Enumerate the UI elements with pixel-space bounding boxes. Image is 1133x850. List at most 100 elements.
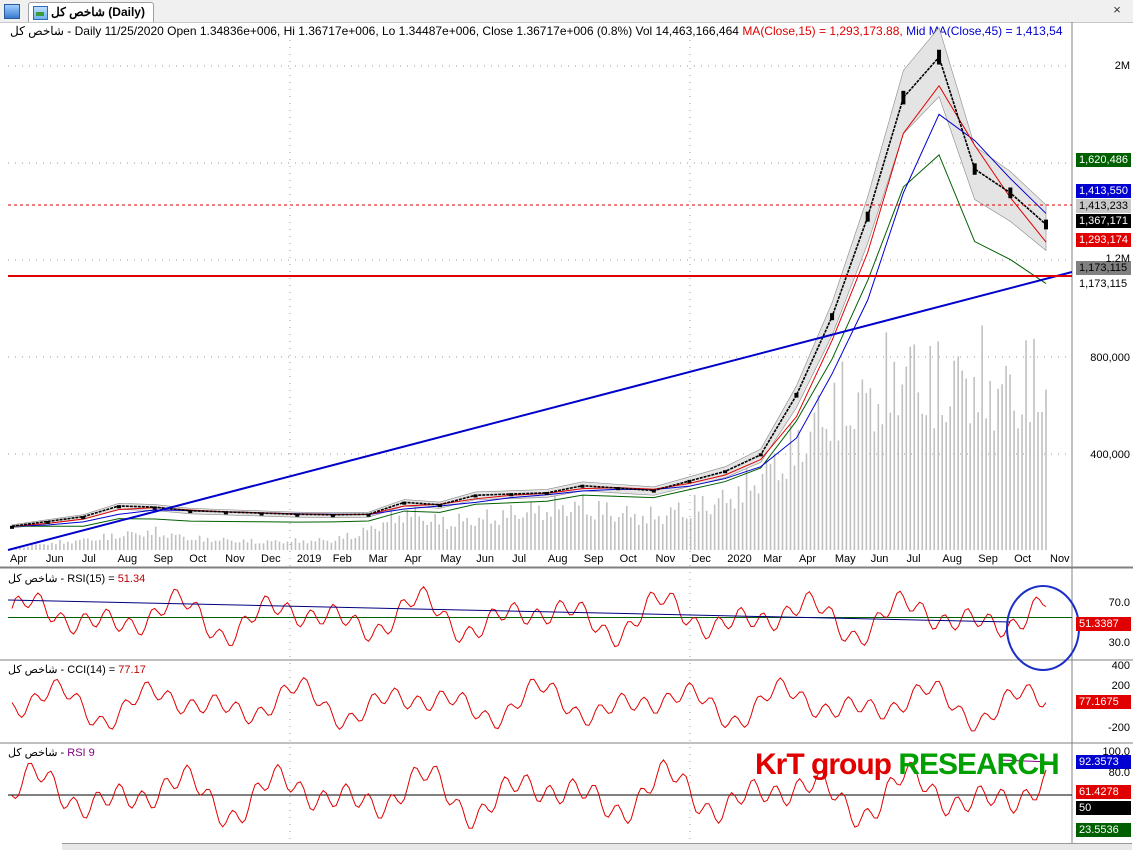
app-icon[interactable] xyxy=(4,4,20,19)
rsi9-badge: 23.5536 xyxy=(1076,823,1131,837)
price-candle xyxy=(901,90,906,105)
rsi15-y-tick: 30.0 xyxy=(1108,637,1130,649)
price-badge: 1,620,486 xyxy=(1076,153,1131,167)
x-tick-label: Dec xyxy=(691,553,711,565)
x-tick-label: Dec xyxy=(261,553,281,565)
x-tick-label: Sep xyxy=(153,553,174,565)
ma15-label: MA(Close,15) = 1,293,173.88, xyxy=(742,24,903,38)
cci-label: شاخص کل - CCI(14) = 77.17 xyxy=(8,663,146,676)
x-tick-label: 2019 xyxy=(296,553,322,565)
close-line xyxy=(11,55,1047,527)
x-tick-label: Aug xyxy=(942,553,962,565)
price-badge: 1,173,115 xyxy=(1076,261,1131,275)
x-tick-label: May xyxy=(834,553,856,565)
cci-title: شاخص کل - CCI(14) = xyxy=(8,664,119,676)
x-tick-label: Jun xyxy=(45,553,64,565)
price-badge: 1,413,550 xyxy=(1076,184,1131,198)
price-candle xyxy=(116,505,121,509)
x-tick-label: Jul xyxy=(512,553,527,565)
x-tick-label: Nov xyxy=(1050,553,1070,565)
price-candle xyxy=(865,211,870,222)
x-tick-label: 2020 xyxy=(727,553,752,565)
rsi15-badge: 51.3387 xyxy=(1076,617,1131,631)
watermark-part2: RESEARCH xyxy=(898,748,1059,781)
rsi15-title: شاخص کل - RSI(15) = xyxy=(8,573,118,585)
x-tick-label: Feb xyxy=(332,553,352,565)
highlight-circle xyxy=(1006,585,1080,671)
price-candle xyxy=(45,521,50,524)
rsi9-line xyxy=(11,759,1047,829)
x-tick-label: Sep xyxy=(978,553,998,565)
price-y-tick: 2M xyxy=(1114,60,1130,72)
rsi9-y-tick: 80.0 xyxy=(1108,767,1130,779)
x-tick-label: Mar xyxy=(368,553,388,565)
watermark: KrT group RESEARCH xyxy=(755,748,1060,782)
bollinger-band xyxy=(11,26,1047,529)
x-tick-label: Aug xyxy=(117,553,138,565)
rsi9-badge: 50 xyxy=(1076,801,1131,815)
cci-badge: 77.1675 xyxy=(1076,695,1131,709)
symbol-name: شاخص کل xyxy=(10,24,64,38)
price-badge: 1,293,174 xyxy=(1076,233,1131,247)
ma-long-line xyxy=(12,154,1047,527)
x-tick-label: Jul xyxy=(81,553,96,565)
rsi9-label: شاخص کل - RSI 9 xyxy=(8,746,95,759)
sheet-tabs[interactable] xyxy=(62,843,1132,850)
rsi9-y-tick: 40.0 xyxy=(1108,806,1130,818)
x-tick-label: Nov xyxy=(225,553,245,565)
price-candle xyxy=(259,512,264,516)
rsi15-y-tick: 70.0 xyxy=(1108,597,1130,609)
rsi9-title: شاخص کل - xyxy=(8,747,68,759)
tab-bar: شاخص کل (Daily) × xyxy=(0,0,1133,23)
rsi15-value: 51.34 xyxy=(117,573,146,585)
price-candle xyxy=(330,514,335,518)
chart-tab-label: شاخص کل (Daily) xyxy=(51,5,145,19)
x-tick-label: Oct xyxy=(619,553,637,565)
price-candle xyxy=(223,511,228,515)
rsi15-line xyxy=(11,586,1047,648)
chart-icon xyxy=(33,6,48,20)
price-badge: 1,173,115 xyxy=(1076,277,1131,291)
x-tick-label: Oct xyxy=(189,553,207,565)
x-tick-label: May xyxy=(440,553,462,565)
price-candle xyxy=(295,513,300,517)
x-tick-label: Jul xyxy=(906,553,921,565)
rsi9-signal-line xyxy=(999,759,1051,763)
cci-line xyxy=(11,676,1047,732)
watermark-part1: KrT group xyxy=(755,748,899,781)
quote-info: - Daily 11/25/2020 Open 1.34836e+006, Hi… xyxy=(63,24,739,38)
close-icon[interactable]: × xyxy=(1113,2,1121,17)
x-tick-label: Apr xyxy=(10,553,28,565)
x-tick-label: Apr xyxy=(798,553,817,565)
price-candle xyxy=(10,525,14,529)
rsi9-badge: 92.3573 xyxy=(1076,755,1131,769)
price-candle xyxy=(437,504,442,508)
price-y-tick: 800,000 xyxy=(1090,352,1130,364)
price-candle xyxy=(972,163,977,175)
trendline xyxy=(7,271,1073,551)
cci-y-tick: 400 xyxy=(1111,660,1130,672)
rsi9-y-tick: 100.0 xyxy=(1102,746,1130,758)
x-tick-label: Apr xyxy=(404,553,422,565)
price-candle xyxy=(81,516,86,520)
price-candle xyxy=(152,506,157,510)
rsi9-badge: 61.4278 xyxy=(1076,785,1131,799)
cci-y-tick: 200 xyxy=(1111,680,1130,692)
rsi9-name: RSI 9 xyxy=(67,747,95,759)
ma45-label: Mid MA(Close,45) = 1,413,54 xyxy=(906,24,1063,38)
price-y-tick: 400,000 xyxy=(1090,449,1130,461)
x-tick-label: Sep xyxy=(583,553,604,565)
x-tick-label: Jun xyxy=(870,553,889,565)
price-badge: 1,413,233 xyxy=(1076,199,1131,213)
x-tick-label: Oct xyxy=(1014,553,1032,565)
price-badge: 1,367,171 xyxy=(1076,214,1131,228)
price-y-tick: 1.2M xyxy=(1105,253,1130,265)
quote-header: شاخص کل - Daily 11/25/2020 Open 1.34836e… xyxy=(10,24,1063,38)
chart-tab[interactable]: شاخص کل (Daily) xyxy=(28,2,154,22)
price-candle xyxy=(188,510,193,514)
cci-y-tick: -200 xyxy=(1107,722,1130,734)
rsi15-trendline xyxy=(7,599,1011,623)
x-tick-label: Nov xyxy=(655,553,676,565)
x-tick-label: Mar xyxy=(763,553,783,565)
